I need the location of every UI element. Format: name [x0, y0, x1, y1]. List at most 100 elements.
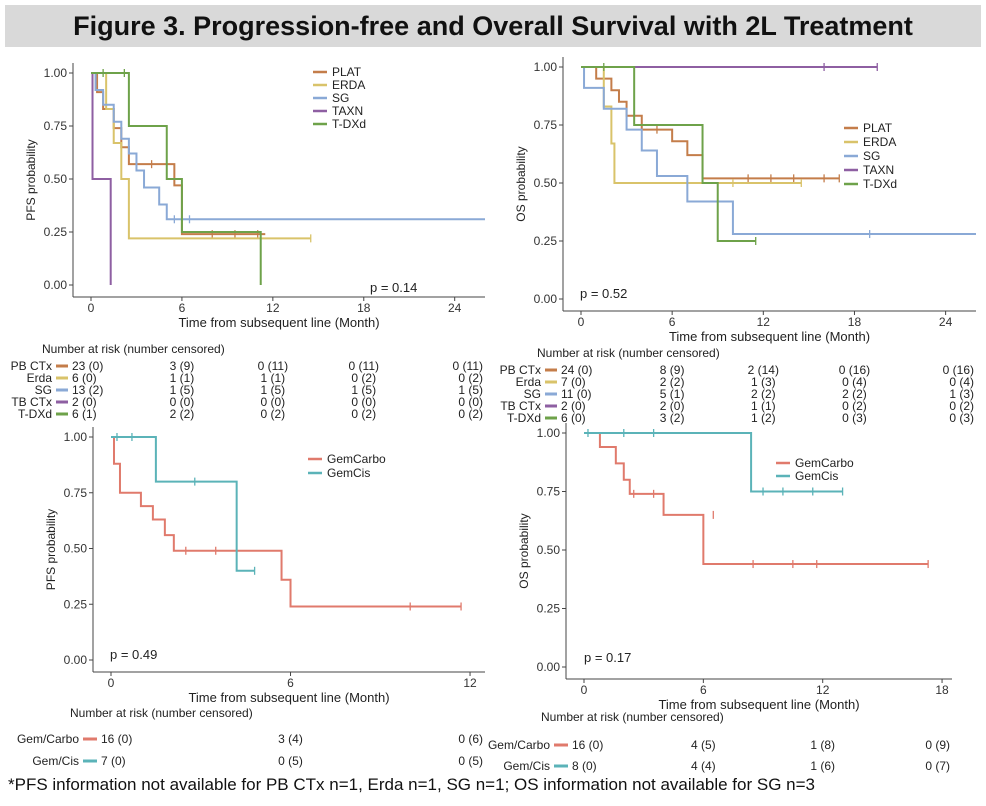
risk-cell: 0 (0): [261, 395, 286, 409]
risk-cell: 0 (11): [349, 359, 379, 373]
risk-row-label: PB CTx: [11, 359, 52, 373]
p-value: p = 0.49: [110, 647, 157, 662]
risk-row-label: PB CTx: [500, 363, 541, 377]
risk-cell: 0 (11): [453, 359, 483, 373]
risk-table-title: Number at risk (number censored): [537, 346, 720, 360]
risk-row-label: Gem/Carbo: [17, 732, 79, 746]
risk-cell: 0 (2): [842, 399, 867, 413]
risk-cell: 2 (0): [660, 399, 685, 413]
x-tick-label: 6: [179, 301, 186, 315]
risk-cell: 5 (1): [660, 387, 685, 401]
risk-cell: 3 (9): [170, 359, 195, 373]
x-axis-title: Time from subsequent line (Month): [188, 690, 389, 705]
risk-row-label: TB CTx: [11, 395, 52, 409]
risk-cell: 0 (5): [278, 754, 303, 768]
legend-label: SG: [863, 149, 880, 163]
risk-cell: 0 (4): [842, 375, 867, 389]
risk-cell: 1 (6): [810, 759, 835, 773]
y-tick-label: 0.50: [44, 172, 68, 186]
risk-cell: 4 (5): [691, 738, 716, 752]
y-tick-label: 1.00: [44, 66, 68, 80]
risk-cell: 0 (6): [458, 732, 483, 746]
y-tick-label: 0.75: [534, 118, 558, 132]
risk-cell: 24 (0): [561, 363, 592, 377]
risk-cell: 0 (16): [839, 363, 870, 377]
y-tick-label: 0.75: [44, 119, 68, 133]
risk-cell: 1 (5): [458, 383, 483, 397]
legend-label: GemCis: [327, 466, 370, 480]
x-axis-title: Time from subsequent line (Month): [178, 315, 379, 330]
risk-cell: 2 (2): [170, 407, 195, 421]
km-curve-t-dxd: [581, 66, 756, 242]
risk-table-title: Number at risk (number censored): [70, 706, 253, 720]
risk-cell: 6 (0): [72, 371, 97, 385]
risk-cell: 2 (0): [72, 395, 97, 409]
legend-label: GemCarbo: [795, 456, 854, 470]
y-tick-label: 0.50: [64, 542, 88, 556]
y-axis-title: OS probability: [517, 513, 531, 588]
risk-row-label: Erda: [516, 375, 542, 389]
risk-row-label: Gem/Carbo: [488, 738, 550, 752]
risk-cell: 1 (3): [949, 387, 974, 401]
km-curve-gemcarbo: [111, 436, 462, 608]
km-panel-os-gem: 0.00 0.25 0.50 0.75 1.00 0 6 12 18 Time from subs…: [488, 423, 952, 773]
risk-cell: 11 (0): [561, 387, 591, 401]
risk-row-label: Gem/Cis: [503, 759, 550, 773]
x-tick-label: 18: [935, 683, 949, 697]
y-axis-title: OS probability: [514, 146, 528, 221]
risk-cell: 0 (2): [351, 407, 376, 421]
risk-cell: 16 (0): [572, 738, 603, 752]
y-tick-label: 0.25: [44, 225, 68, 239]
legend-label: T-DXd: [332, 117, 366, 131]
y-tick-label: 0.50: [534, 176, 558, 190]
risk-cell: 0 (4): [949, 375, 974, 389]
km-panel-os-2l: 0.00 0.25 0.50 0.75 1.00 0 6 12 18 24 Time from su…: [500, 57, 976, 425]
legend-label: ERDA: [863, 135, 896, 149]
legend-label: GemCarbo: [327, 452, 386, 466]
risk-cell: 1 (1): [751, 399, 776, 413]
x-axis-title: Time from subsequent line (Month): [669, 329, 870, 344]
km-panel-pfs-2l: 0.00 0.25 0.50 0.75 1.00 0 6 12 18 24 Time from su…: [11, 63, 485, 421]
footnote: *PFS information not available for PB CT…: [8, 775, 815, 794]
risk-cell: 0 (0): [458, 395, 483, 409]
x-tick-label: 24: [939, 315, 953, 329]
risk-cell: 0 (0): [170, 395, 195, 409]
p-value: p = 0.17: [584, 650, 631, 665]
risk-cell: 1 (5): [351, 383, 376, 397]
risk-cell: 13 (2): [72, 383, 103, 397]
km-curve-erda: [581, 66, 802, 184]
x-tick-label: 0: [88, 301, 95, 315]
km-curve-gemcarbo: [584, 432, 929, 566]
legend-label: PLAT: [332, 65, 362, 79]
x-tick-label: 18: [357, 301, 371, 315]
risk-cell: 3 (4): [278, 732, 303, 746]
x-tick-label: 12: [266, 301, 280, 315]
y-tick-label: 1.00: [537, 426, 561, 440]
figure-title: Figure 3. Progression-free and Overall S…: [73, 11, 913, 41]
y-tick-label: 1.00: [534, 60, 558, 74]
risk-cell: 6 (1): [72, 407, 97, 421]
legend-label: GemCis: [795, 469, 838, 483]
y-tick-label: 0.25: [537, 602, 561, 616]
risk-cell: 2 (0): [561, 399, 586, 413]
risk-cell: 0 (2): [949, 399, 974, 413]
x-tick-label: 24: [448, 301, 462, 315]
x-tick-label: 12: [463, 676, 477, 690]
km-curve-t-dxd: [91, 72, 262, 285]
risk-cell: 1 (1): [261, 371, 286, 385]
risk-cell: 0 (2): [458, 407, 483, 421]
y-tick-label: 0.75: [64, 486, 88, 500]
risk-cell: 2 (2): [842, 387, 867, 401]
risk-row-label: Gem/Cis: [32, 754, 79, 768]
risk-cell: 8 (0): [572, 759, 597, 773]
x-tick-label: 6: [287, 676, 294, 690]
risk-cell: 0 (2): [458, 371, 483, 385]
risk-row-label: SG: [524, 387, 541, 401]
x-tick-label: 18: [848, 315, 862, 329]
risk-cell: 0 (11): [258, 359, 288, 373]
risk-cell: 0 (2): [351, 371, 376, 385]
x-tick-label: 6: [669, 315, 676, 329]
legend-label: ERDA: [332, 78, 365, 92]
risk-cell: 2 (2): [751, 387, 776, 401]
